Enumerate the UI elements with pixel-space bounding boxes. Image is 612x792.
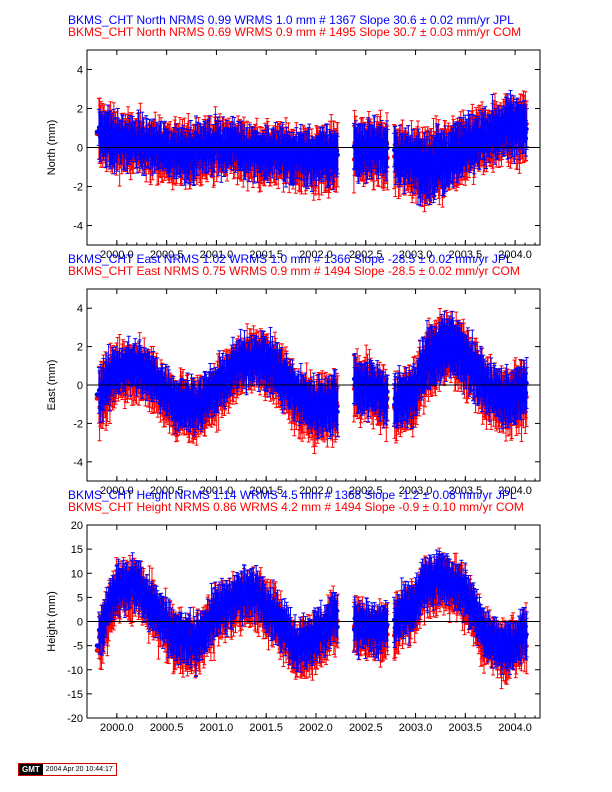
header-north-1: BKMS_CHT North NRMS 0.69 WRMS 0.9 mm # 1… <box>68 25 521 39</box>
header-north-0: BKMS_CHT North NRMS 0.99 WRMS 1.0 mm # 1… <box>68 13 514 27</box>
data-cloud-north <box>94 89 529 213</box>
series-jpl-points <box>94 89 529 207</box>
panel-north: BKMS_CHT North NRMS 0.99 WRMS 1.0 mm # 1… <box>46 13 541 261</box>
